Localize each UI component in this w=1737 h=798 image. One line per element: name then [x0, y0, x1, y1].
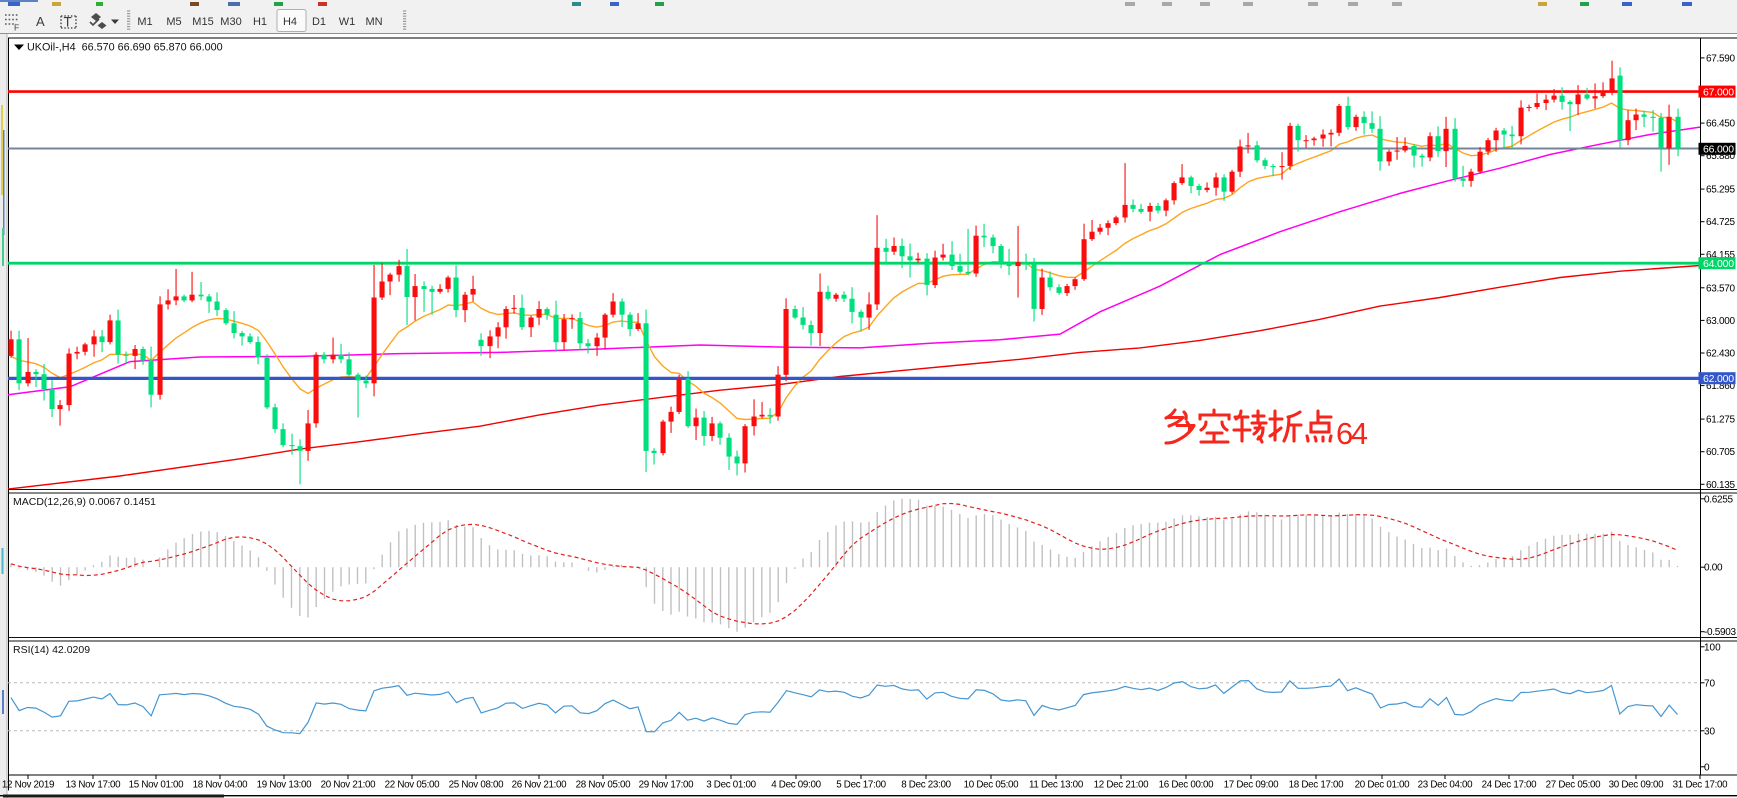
svg-text:60.705: 60.705	[1706, 447, 1736, 458]
svg-text:M30: M30	[220, 16, 241, 28]
svg-text:25 Nov 08:00: 25 Nov 08:00	[449, 780, 505, 791]
svg-text:67.000: 67.000	[1703, 86, 1734, 98]
svg-text:64.155: 64.155	[1706, 250, 1736, 261]
svg-text:23 Dec 04:00: 23 Dec 04:00	[1418, 780, 1474, 791]
svg-text:63.570: 63.570	[1706, 283, 1736, 294]
svg-text:63.000: 63.000	[1706, 316, 1736, 327]
svg-text:15 Nov 01:00: 15 Nov 01:00	[129, 780, 185, 791]
svg-text:62.000: 62.000	[1703, 373, 1734, 385]
svg-text:61.860: 61.860	[1706, 381, 1736, 392]
svg-text:M1: M1	[137, 16, 152, 28]
svg-text:62.430: 62.430	[1706, 349, 1736, 360]
svg-text:H1: H1	[253, 16, 267, 28]
svg-text:M15: M15	[192, 16, 213, 28]
svg-text:18 Dec 17:00: 18 Dec 17:00	[1289, 780, 1345, 791]
svg-text:12 Dec 21:00: 12 Dec 21:00	[1094, 780, 1150, 791]
svg-text:66.000: 66.000	[1703, 144, 1734, 156]
svg-text:A: A	[36, 14, 45, 29]
svg-text:5 Dec 17:00: 5 Dec 17:00	[836, 780, 886, 791]
svg-text:31 Dec 17:00: 31 Dec 17:00	[1673, 780, 1729, 791]
svg-text:64.000: 64.000	[1703, 258, 1734, 270]
svg-text:13 Nov 17:00: 13 Nov 17:00	[66, 780, 122, 791]
svg-text:10 Dec 05:00: 10 Dec 05:00	[964, 780, 1020, 791]
svg-text:17 Dec 09:00: 17 Dec 09:00	[1224, 780, 1280, 791]
svg-text:4 Dec 09:00: 4 Dec 09:00	[771, 780, 821, 791]
svg-text:19 Nov 13:00: 19 Nov 13:00	[257, 780, 313, 791]
svg-text:D1: D1	[312, 16, 326, 28]
svg-text:64.725: 64.725	[1706, 217, 1736, 228]
svg-text:67.590: 67.590	[1706, 53, 1736, 64]
svg-text:60.135: 60.135	[1706, 480, 1736, 491]
svg-text:22 Nov 05:00: 22 Nov 05:00	[385, 780, 441, 791]
svg-text:20 Dec 01:00: 20 Dec 01:00	[1355, 780, 1411, 791]
svg-text:24 Dec 17:00: 24 Dec 17:00	[1482, 780, 1538, 791]
svg-text:W1: W1	[339, 16, 356, 28]
svg-text:66.450: 66.450	[1706, 119, 1736, 130]
svg-text:0: 0	[1704, 762, 1710, 773]
svg-text:0.6255: 0.6255	[1704, 494, 1734, 505]
svg-text:MACD(12,26,9) 0.0067 0.1451: MACD(12,26,9) 0.0067 0.1451	[13, 496, 156, 508]
svg-text:F: F	[14, 23, 19, 33]
svg-text:T: T	[64, 15, 72, 30]
svg-text:H4: H4	[283, 16, 297, 28]
svg-text:28 Nov 05:00: 28 Nov 05:00	[576, 780, 632, 791]
svg-text:29 Nov 17:00: 29 Nov 17:00	[639, 780, 695, 791]
svg-text:27 Dec 05:00: 27 Dec 05:00	[1546, 780, 1602, 791]
svg-text:65.295: 65.295	[1706, 185, 1736, 196]
svg-text:70: 70	[1704, 678, 1716, 689]
svg-text:65.880: 65.880	[1706, 151, 1736, 162]
svg-text:64: 64	[1336, 416, 1368, 451]
svg-text:20 Nov 21:00: 20 Nov 21:00	[321, 780, 377, 791]
svg-text:3 Dec 01:00: 3 Dec 01:00	[706, 780, 756, 791]
svg-text:30: 30	[1704, 726, 1716, 737]
svg-text:RSI(14) 42.0209: RSI(14) 42.0209	[13, 644, 90, 656]
svg-text:16 Dec 00:00: 16 Dec 00:00	[1159, 780, 1215, 791]
svg-text:8 Dec 23:00: 8 Dec 23:00	[901, 780, 951, 791]
svg-text:11 Dec 13:00: 11 Dec 13:00	[1029, 780, 1084, 791]
svg-text:UKOil-,H4 66.570 66.690 65.87: UKOil-,H4 66.570 66.690 65.870 66.000	[27, 42, 223, 54]
svg-text:M5: M5	[166, 16, 181, 28]
svg-text:-0.5903: -0.5903	[1704, 627, 1737, 638]
svg-text:61.275: 61.275	[1706, 415, 1736, 426]
svg-text:26 Nov 21:00: 26 Nov 21:00	[512, 780, 568, 791]
svg-text:MN: MN	[365, 16, 382, 28]
svg-text:0.00: 0.00	[1704, 563, 1723, 574]
svg-text:30 Dec 09:00: 30 Dec 09:00	[1609, 780, 1665, 791]
svg-text:12 Nov 2019: 12 Nov 2019	[2, 780, 54, 791]
svg-text:18 Nov 04:00: 18 Nov 04:00	[193, 780, 249, 791]
svg-text:100: 100	[1704, 642, 1721, 653]
